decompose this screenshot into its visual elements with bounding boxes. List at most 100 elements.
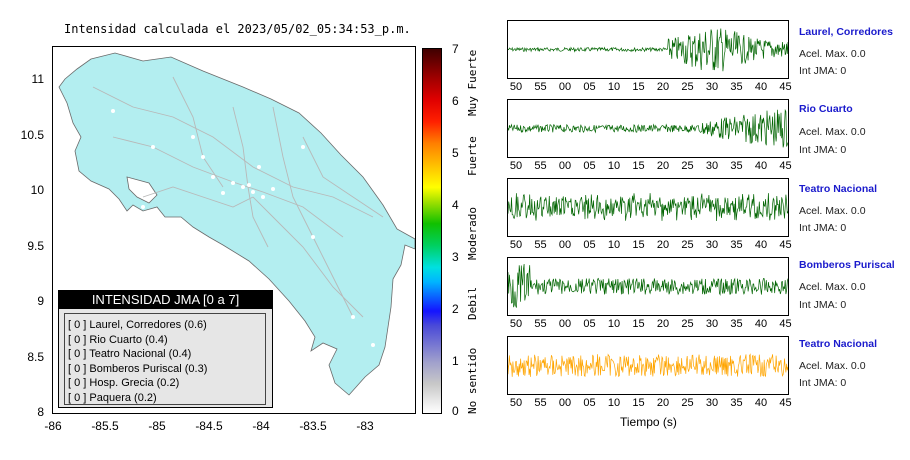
station-name: Teatro Nacional [799,183,877,195]
trace-x-tick: 45 [779,160,792,172]
waveform-panel[interactable] [507,20,789,79]
trace-x-tick: 00 [558,318,572,330]
trace-x-tick: 40 [754,81,768,93]
trace-x-tick: 20 [656,318,670,330]
map-y-tick: 8.5 [27,350,44,364]
trace-x-tick: 15 [632,397,645,409]
map-y-tick: 9.5 [27,239,44,253]
waveform-trace [508,353,788,378]
trace-x-tick: 35 [730,239,743,251]
trace-x-tick: 40 [754,160,768,172]
trace-x-tick: 35 [730,160,743,172]
costa-rica-map [58,52,415,396]
legend-item[interactable]: [ 0 ] Bomberos Puriscal (0.3) [68,362,208,375]
trace-x-tick: 30 [705,160,719,172]
trace-x-tick: 50 [509,81,523,93]
legend-list: [ 0 ] Laurel, Corredores (0.6) [ 0 ] Rio… [64,313,266,405]
legend-item[interactable]: [ 0 ] Laurel, Corredores (0.6) [68,319,207,331]
trace-x-tick: 55 [534,318,547,330]
waveform-trace [508,193,788,222]
colorbar-tick: 1 [452,354,459,368]
trace-x-tick: 15 [632,160,645,172]
station-acel-max: Acel. Max. 0.0 [799,281,866,293]
trace-x-tick: 20 [656,160,670,172]
trace-x-tick: 10 [607,318,621,330]
station-acel-max: Acel. Max. 0.0 [799,48,866,60]
map-x-tick: -83.5 [299,419,327,433]
legend-title: INTENSIDAD JMA [0 a 7] [59,291,272,309]
station-dots [111,109,375,347]
trace-x-tick: 40 [754,239,768,251]
land-shape-nicoya [126,176,158,204]
station-acel-max: Acel. Max. 0.0 [799,360,866,372]
trace-x-tick: 20 [656,239,670,251]
station-name: Laurel, Corredores [799,26,893,38]
trace-x-tick: 45 [779,81,792,93]
colorbar-tick: 7 [452,42,459,56]
map-x-tick: -85.5 [91,419,119,433]
trace-x-tick: 30 [705,239,719,251]
waveform-line [508,353,788,378]
trace-x-tick: 50 [509,239,523,251]
trace-x-tick: 10 [607,81,621,93]
map-y-tick: 11 [31,72,44,86]
trace-x-tick: 05 [583,160,596,172]
colorbar-label-moderado: Moderado [466,207,479,260]
waveform-panel[interactable] [507,178,789,237]
colorbar-tick: 2 [452,302,459,316]
trace-x-tick: 00 [558,81,572,93]
trace-x-tick: 05 [583,397,596,409]
trace-x-tick: 30 [705,318,719,330]
trace-x-tick: 00 [558,239,572,251]
station-int-jma: Int JMA: 0 [799,65,847,77]
trace-x-tick: 05 [583,81,596,93]
trace-x-tick: 55 [534,81,547,93]
trace-x-tick: 30 [705,397,719,409]
map-y-tick: 10 [30,183,44,197]
colorbar-tick: 5 [452,146,459,160]
legend-item[interactable]: [ 0 ] Teatro Nacional (0.4) [68,348,192,360]
colorbar-tick: 0 [452,404,459,418]
station-int-jma: Int JMA: 0 [799,222,847,234]
trace-x-tick: 05 [583,318,596,330]
trace-x-tick: 55 [534,397,547,409]
map-x-tick: -86 [44,419,62,433]
trace-x-tick: 55 [534,239,547,251]
trace-x-tick: 05 [583,239,596,251]
map-y-tick: 8 [37,405,44,419]
trace-x-tick: 45 [779,318,792,330]
trace-x-tick: 20 [656,81,670,93]
colorbar-tick: 4 [452,198,459,212]
station-int-jma: Int JMA: 0 [799,377,847,389]
trace-x-tick: 15 [632,318,645,330]
waveform-line [508,193,788,222]
map-y-tick: 9 [37,294,44,308]
trace-x-tick: 00 [558,397,572,409]
station-acel-max: Acel. Max. 0.0 [799,126,866,138]
map-title: Intensidad calculada el 2023/05/02_05:34… [64,22,411,36]
legend-item[interactable]: [ 0 ] Rio Cuarto (0.4) [68,333,168,346]
waveform-panel[interactable] [507,336,789,395]
trace-x-tick: 40 [754,318,768,330]
trace-x-tick: 25 [681,81,694,93]
waveform-panel[interactable] [507,257,789,316]
waveform-line [508,28,788,72]
trace-x-axis-label: Tiempo (s) [620,415,677,429]
trace-x-tick: 35 [730,318,743,330]
waveform-trace [508,108,788,148]
waveform-trace [508,28,788,72]
legend-item[interactable]: [ 0 ] Hosp. Grecia (0.2) [68,377,180,389]
waveform-panel[interactable] [507,99,789,158]
station-int-jma: Int JMA: 0 [799,299,847,311]
trace-x-tick: 45 [779,397,792,409]
trace-x-tick: 25 [681,397,694,409]
legend-item[interactable]: [ 0 ] Paquera (0.2) [68,391,157,404]
colorbar-label-muy-fuerte: Muy Fuerte [466,49,479,116]
land-shape [58,52,415,396]
trace-x-tick: 50 [509,397,523,409]
station-int-jma: Int JMA: 0 [799,144,847,156]
colorbar-label-no-sentido: No sentido [466,347,479,414]
station-name: Bomberos Puriscal [799,259,895,271]
trace-x-tick: 45 [779,239,792,251]
trace-x-tick: 50 [509,160,523,172]
